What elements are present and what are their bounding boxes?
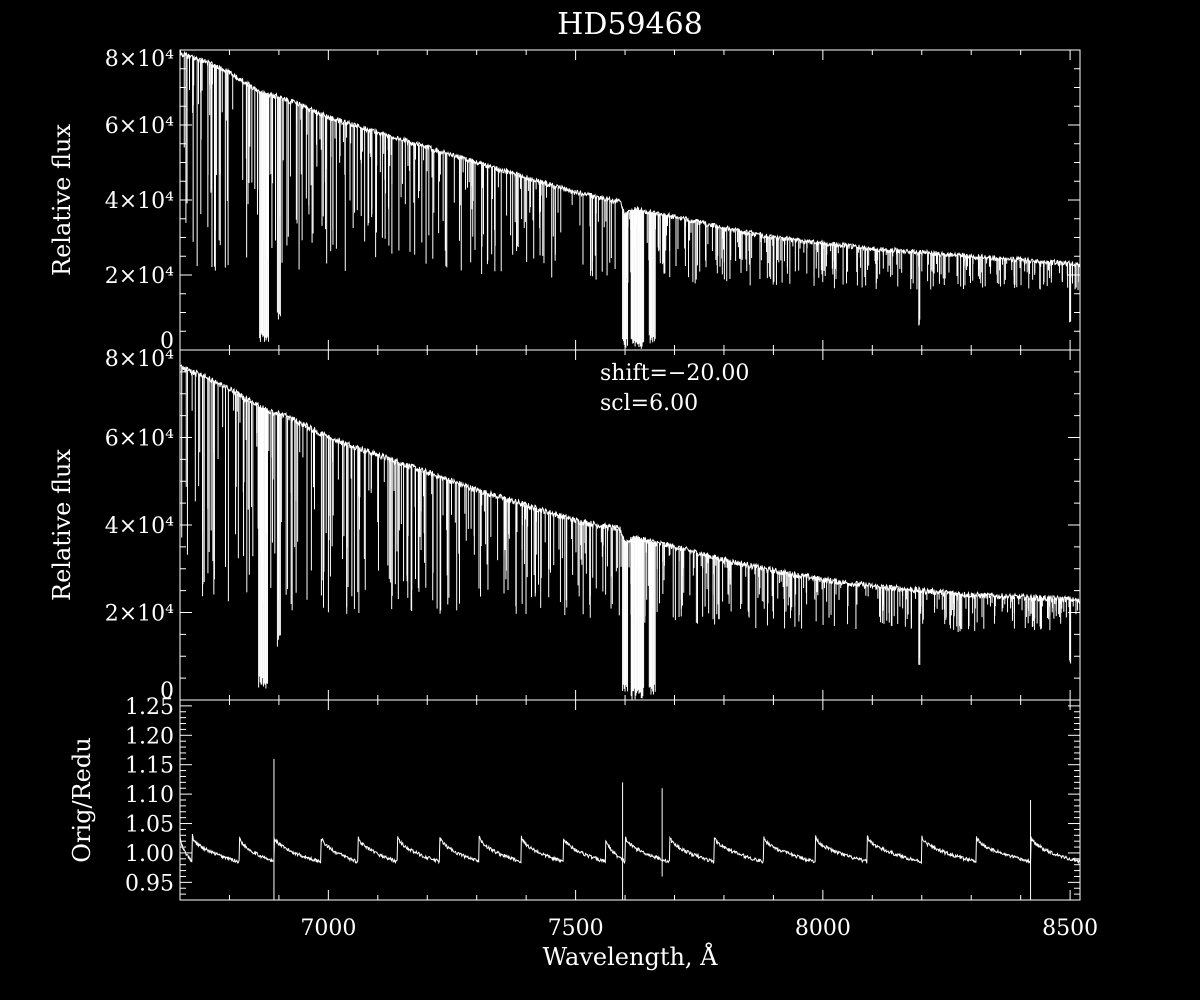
top-ytick-label: 2×10⁴ xyxy=(105,264,174,289)
bot-ytick-label: 0.95 xyxy=(125,871,174,896)
panel-bottom-ylabel: Orig/Redu xyxy=(68,737,96,862)
panel-bottom-xlabel: Wavelength, Å xyxy=(542,942,718,971)
ratio-line xyxy=(179,834,1081,865)
panel-middle-ylabel: Relative flux xyxy=(48,449,76,601)
mid-ytick-label: 4×10⁴ xyxy=(105,514,174,539)
panel-top-ticks: 0 2×10⁴ 4×10⁴ 6×10⁴ 8×10⁴ xyxy=(105,47,1080,354)
mid-ytick-label: 8×10⁴ xyxy=(105,347,174,372)
bot-ytick-label: 1.20 xyxy=(125,724,174,749)
panel-middle-ticks: 0 2×10⁴ 4×10⁴ 6×10⁴ 8×10⁴ xyxy=(105,347,1080,704)
xtick-label: 7500 xyxy=(548,916,604,941)
annotation-scl: scl=6.00 xyxy=(600,391,698,416)
bot-ytick-label: 1.05 xyxy=(125,813,174,838)
annotation-shift: shift=−20.00 xyxy=(600,361,749,386)
top-ytick-label: 8×10⁴ xyxy=(105,47,174,72)
bot-ytick-label: 1.10 xyxy=(125,783,174,808)
panel-bottom-ticks: 0.95 1.00 1.05 1.10 1.15 1.20 1.25 7000 7500 8000… xyxy=(125,695,1098,941)
chart-title: HD59468 xyxy=(557,7,703,42)
bot-ytick-label: 1.00 xyxy=(125,842,174,867)
mid-ytick-label: 2×10⁴ xyxy=(105,602,174,627)
bot-ytick-label: 1.15 xyxy=(125,754,174,779)
spectrum-continuum xyxy=(179,49,1081,269)
panel-top-series xyxy=(179,49,1081,349)
top-ytick-label: 6×10⁴ xyxy=(105,114,174,139)
xtick-label: 8000 xyxy=(795,916,851,941)
panel-top-ylabel: Relative flux xyxy=(48,124,76,276)
panel-middle-series xyxy=(179,364,1081,700)
panel-bottom-series xyxy=(179,758,1081,900)
panel-bottom: 0.95 1.00 1.05 1.10 1.15 1.20 1.25 7000 7500 8000… xyxy=(68,695,1098,971)
panel-middle: 0 2×10⁴ 4×10⁴ 6×10⁴ 8×10⁴ Relative flux shif… xyxy=(48,347,1081,704)
panel-top: 0 2×10⁴ 4×10⁴ 6×10⁴ 8×10⁴ Relative flux xyxy=(48,47,1081,354)
mid-ytick-label: 6×10⁴ xyxy=(105,427,174,452)
top-ytick-label: 4×10⁴ xyxy=(105,189,174,214)
mid-ytick-label: 0 xyxy=(160,679,174,704)
bot-ytick-label: 1.25 xyxy=(125,695,174,720)
spectrum-continuum xyxy=(179,364,1081,605)
xtick-label: 7000 xyxy=(300,916,356,941)
top-ytick-label: 0 xyxy=(160,329,174,354)
xtick-label: 8500 xyxy=(1042,916,1098,941)
